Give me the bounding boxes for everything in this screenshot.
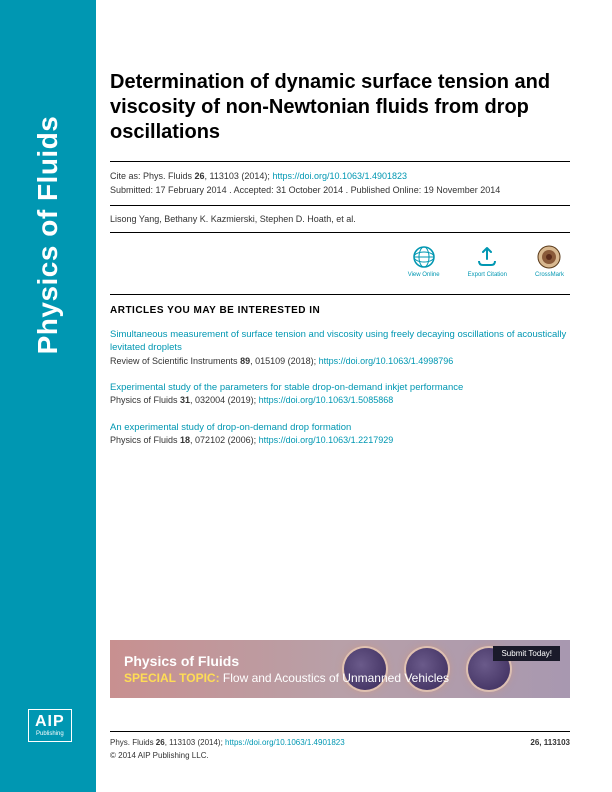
article-content: Determination of dynamic surface tension… <box>110 70 570 461</box>
related-meta: Physics of Fluids 18, 072102 (2006); htt… <box>110 434 570 447</box>
authors-line: Lisong Yang, Bethany K. Kazmierski, Step… <box>110 206 570 232</box>
related-title-link[interactable]: Simultaneous measurement of surface tens… <box>110 328 570 355</box>
footer-copyright: © 2014 AIP Publishing LLC. <box>110 751 570 760</box>
ad-banner[interactable]: Physics of Fluids SPECIAL TOPIC: Flow an… <box>110 640 570 698</box>
meta-prefix: Physics of Fluids <box>110 435 180 445</box>
meta-prefix: Review of Scientific Instruments <box>110 356 240 366</box>
related-meta: Review of Scientific Instruments 89, 015… <box>110 355 570 368</box>
view-online-icon <box>412 245 436 269</box>
meta-suffix: , 032004 (2019); <box>190 395 259 405</box>
footer-cite-prefix: Phys. Fluids <box>110 738 156 747</box>
footer-page-ref: 26, 113103 <box>530 738 570 747</box>
icon-label: CrossMark <box>535 272 564 278</box>
meta-vol: 18 <box>180 435 190 445</box>
view-online-action[interactable]: View Online <box>408 245 440 278</box>
publisher-logo-text: AIP <box>35 714 65 730</box>
article-title: Determination of dynamic surface tension… <box>110 70 570 145</box>
export-citation-icon <box>475 245 499 269</box>
page-footer: Phys. Fluids 26, 113103 (2014); https://… <box>110 731 570 760</box>
article-dates: Submitted: 17 February 2014 . Accepted: … <box>110 185 500 195</box>
footer-cite-vol: 26 <box>156 738 165 747</box>
icon-label: View Online <box>408 272 440 278</box>
ad-text: Physics of Fluids SPECIAL TOPIC: Flow an… <box>124 653 449 685</box>
related-doi-link[interactable]: https://doi.org/10.1063/1.4998796 <box>319 356 454 366</box>
action-icon-row: View Online Export Citation CrossMark <box>110 233 570 294</box>
related-doi-link[interactable]: https://doi.org/10.1063/1.2217929 <box>259 435 394 445</box>
ad-topic-text: Flow and Acoustics of Unmanned Vehicles <box>223 671 449 685</box>
related-article: Simultaneous measurement of surface tens… <box>110 328 570 367</box>
export-citation-action[interactable]: Export Citation <box>468 245 507 278</box>
footer-divider <box>110 731 570 732</box>
related-title-link[interactable]: Experimental study of the parameters for… <box>110 381 570 394</box>
submit-button[interactable]: Submit Today! <box>493 646 560 661</box>
crossmark-icon <box>537 245 561 269</box>
related-title-link[interactable]: An experimental study of drop-on-demand … <box>110 421 570 434</box>
footer-doi-link[interactable]: https://doi.org/10.1063/1.4901823 <box>225 738 345 747</box>
cite-volume: 26 <box>195 171 205 181</box>
related-meta: Physics of Fluids 31, 032004 (2019); htt… <box>110 394 570 407</box>
meta-vol: 89 <box>240 356 250 366</box>
related-doi-link[interactable]: https://doi.org/10.1063/1.5085868 <box>259 395 394 405</box>
related-article: An experimental study of drop-on-demand … <box>110 421 570 447</box>
citation-block: Cite as: Phys. Fluids 26, 113103 (2014);… <box>110 162 570 205</box>
icon-label: Export Citation <box>468 272 507 278</box>
doi-link[interactable]: https://doi.org/10.1063/1.4901823 <box>272 171 407 181</box>
publisher-logo[interactable]: AIP Publishing <box>28 709 72 742</box>
publisher-logo-sub: Publishing <box>35 731 65 737</box>
meta-suffix: , 072102 (2006); <box>190 435 259 445</box>
footer-cite-suffix: , 113103 (2014); <box>165 738 225 747</box>
cite-suffix: , 113103 (2014); <box>205 171 273 181</box>
journal-title: Physics of Fluids <box>32 116 64 355</box>
meta-prefix: Physics of Fluids <box>110 395 180 405</box>
meta-suffix: , 015109 (2018); <box>250 356 319 366</box>
ad-special-label: SPECIAL TOPIC: <box>124 671 223 685</box>
footer-citation: Phys. Fluids 26, 113103 (2014); https://… <box>110 738 570 747</box>
meta-vol: 31 <box>180 395 190 405</box>
sidebar: Physics of Fluids AIP Publishing <box>0 0 96 792</box>
related-article: Experimental study of the parameters for… <box>110 381 570 407</box>
cite-prefix: Cite as: Phys. Fluids <box>110 171 195 181</box>
ad-topic-line: SPECIAL TOPIC: Flow and Acoustics of Unm… <box>124 671 449 685</box>
ad-journal-name: Physics of Fluids <box>124 653 449 669</box>
crossmark-action[interactable]: CrossMark <box>535 245 564 278</box>
related-heading: ARTICLES YOU MAY BE INTERESTED IN <box>110 295 570 328</box>
